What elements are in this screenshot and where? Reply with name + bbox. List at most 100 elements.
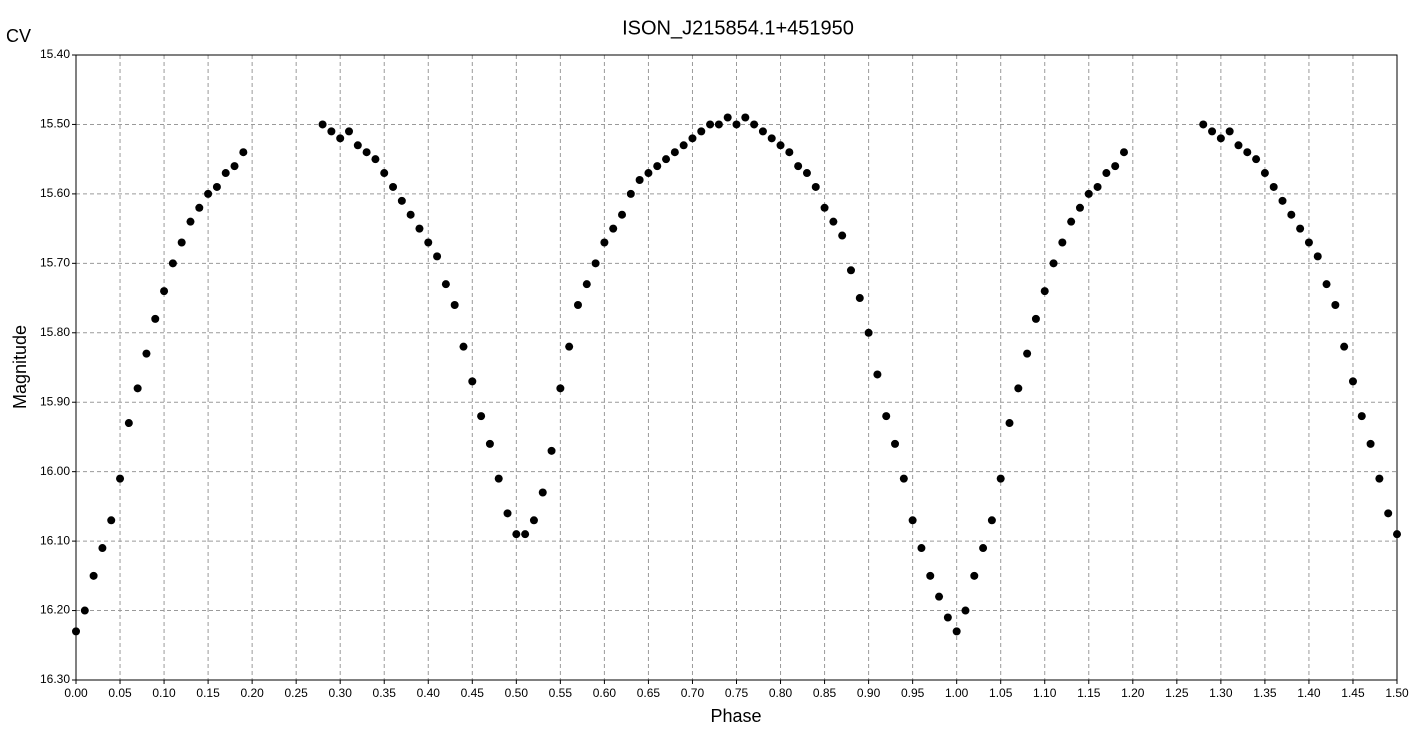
point: [336, 134, 345, 143]
point: [1111, 162, 1120, 171]
x-tick-label: 0.10: [152, 686, 176, 700]
point: [758, 127, 767, 136]
point: [1331, 301, 1340, 309]
point: [820, 203, 829, 212]
y-tick-label: 15.50: [40, 117, 70, 131]
point: [89, 571, 98, 580]
point: [1049, 259, 1058, 268]
x-tick-label: 0.40: [417, 686, 441, 700]
point: [345, 127, 354, 136]
point: [943, 613, 952, 622]
point: [838, 231, 847, 240]
point: [151, 314, 160, 323]
x-tick-label: 1.20: [1121, 686, 1145, 700]
x-tick-label: 0.45: [461, 686, 485, 700]
x-tick-label: 0.70: [681, 686, 705, 700]
point: [1260, 169, 1269, 178]
y-axis-label: Magnitude: [10, 325, 30, 409]
point: [1225, 127, 1234, 136]
point: [1340, 342, 1349, 351]
x-tick-label: 1.10: [1033, 686, 1057, 700]
point: [459, 342, 468, 351]
point: [970, 571, 979, 580]
point: [124, 419, 133, 428]
point: [776, 141, 785, 150]
point: [926, 571, 935, 580]
point: [741, 113, 750, 122]
x-tick-label: 1.40: [1297, 686, 1321, 700]
point: [714, 120, 723, 129]
x-tick-label: 0.15: [196, 686, 220, 700]
point: [212, 182, 221, 191]
y-tick-label: 16.20: [40, 603, 70, 617]
point: [230, 162, 239, 171]
point: [979, 544, 988, 553]
x-tick-label: 1.45: [1341, 686, 1365, 700]
point: [424, 238, 433, 247]
point: [706, 120, 715, 129]
point: [829, 217, 838, 226]
point: [1304, 238, 1313, 247]
y-tick-label: 15.80: [40, 325, 70, 339]
point: [1234, 141, 1243, 150]
point: [635, 176, 644, 184]
point: [1322, 280, 1331, 289]
point: [318, 120, 327, 129]
point: [1296, 224, 1305, 233]
point: [1375, 474, 1384, 483]
point: [864, 328, 873, 337]
point: [195, 203, 204, 212]
point: [1216, 134, 1225, 143]
point: [670, 148, 679, 157]
point: [952, 627, 961, 636]
x-tick-label: 0.85: [813, 686, 837, 700]
x-tick-label: 0.90: [857, 686, 881, 700]
point: [503, 509, 512, 518]
point: [697, 127, 706, 136]
y-tick-label: 16.30: [40, 672, 70, 686]
y-tick-label: 16.10: [40, 533, 70, 547]
point: [362, 148, 371, 157]
point: [133, 384, 142, 393]
x-tick-label: 1.15: [1077, 686, 1101, 700]
x-tick-label: 0.25: [284, 686, 308, 700]
point: [846, 266, 855, 275]
point: [1040, 287, 1049, 296]
x-tick-label: 0.95: [901, 686, 925, 700]
point: [1348, 377, 1357, 386]
x-tick-label: 0.55: [549, 686, 573, 700]
x-axis-label: Phase: [710, 706, 761, 726]
point: [996, 474, 1005, 483]
x-tick-label: 0.35: [373, 686, 397, 700]
point: [521, 530, 530, 539]
point: [609, 224, 618, 233]
point: [882, 412, 891, 421]
x-tick-label: 1.50: [1385, 686, 1409, 700]
point: [767, 134, 776, 143]
point: [221, 169, 230, 178]
point: [662, 155, 671, 164]
point: [512, 530, 521, 539]
point: [1313, 252, 1322, 261]
point: [529, 516, 538, 525]
point: [1102, 169, 1111, 178]
point: [397, 196, 406, 205]
point: [600, 238, 609, 247]
point: [794, 162, 803, 171]
point: [917, 544, 926, 553]
point: [1287, 210, 1296, 219]
x-tick-label: 1.05: [989, 686, 1013, 700]
point: [494, 474, 503, 483]
point: [468, 377, 477, 386]
point: [785, 148, 794, 157]
point: [1269, 182, 1278, 191]
point: [565, 342, 574, 351]
y-tick-label: 15.70: [40, 256, 70, 270]
corner-label: CV: [6, 26, 31, 46]
point: [556, 384, 565, 393]
point: [538, 488, 547, 497]
point: [441, 280, 450, 289]
point: [1023, 349, 1032, 358]
